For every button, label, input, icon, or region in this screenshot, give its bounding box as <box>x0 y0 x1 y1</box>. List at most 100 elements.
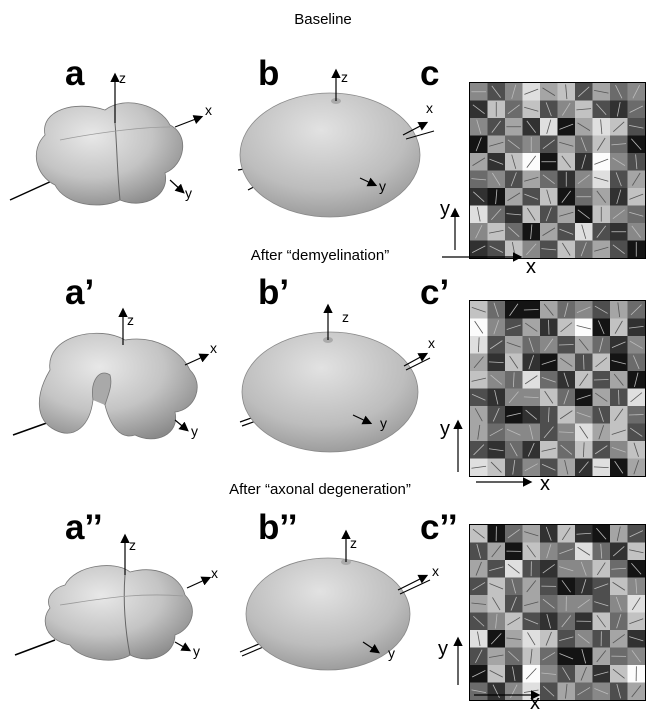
grid-orientation-line <box>472 157 486 166</box>
grid-orientation-line <box>489 566 504 572</box>
grid-orientation-line <box>594 158 609 165</box>
grid-orientation-line <box>471 670 486 678</box>
grid-orientation-line <box>616 614 622 629</box>
grid-orientation-line <box>493 302 499 317</box>
grid-orientation-line <box>524 531 539 537</box>
grid-orientation-line <box>583 354 585 370</box>
grid-orientation-line <box>612 209 625 219</box>
grid-orientation-line <box>511 84 517 99</box>
diffusion-surface-b-prime: z x y <box>239 303 435 453</box>
grid-orientation-line <box>593 89 609 94</box>
grid-orientation-line <box>629 105 644 113</box>
grid-orientation-line <box>598 407 604 422</box>
grid-orientation-line <box>577 209 590 219</box>
grid-orientation-line <box>580 666 587 681</box>
axis-label-y: y <box>379 178 386 194</box>
row-title-axonal-degeneration: After “axonal degeneration” <box>229 481 411 498</box>
grid-orientation-line <box>616 101 621 117</box>
grid-orientation-line <box>475 224 483 239</box>
grid-orientation-line <box>507 563 520 574</box>
grid-orientation-line <box>510 172 517 187</box>
grid-orientation-line <box>524 618 539 625</box>
grid-orientation-line <box>541 248 557 251</box>
grid-canvas <box>470 83 645 258</box>
grid-orientation-line <box>633 355 640 370</box>
grid-orientation-line <box>616 526 621 542</box>
grid-orientation-line <box>492 597 501 611</box>
grid-orientation-line <box>612 668 625 679</box>
grid-orientation-line <box>612 634 625 644</box>
grid-orientation-line <box>628 124 644 129</box>
grid-orientation-line <box>529 424 534 440</box>
panel-label-c-double-prime: c’’ <box>420 508 458 547</box>
grid-orientation-line <box>559 123 574 130</box>
grid-orientation-line <box>523 309 539 311</box>
grid-orientation-line <box>596 103 607 115</box>
grid-orientation-line <box>629 618 644 625</box>
grid-orientation-line <box>614 408 624 422</box>
grid-orientation-line <box>545 526 552 541</box>
grid-orientation-line <box>635 578 638 594</box>
grid-orientation-line <box>612 581 626 591</box>
grid-orientation-line <box>630 392 643 403</box>
grid-orientation-line <box>580 242 587 257</box>
grid-orientation-line <box>594 688 609 695</box>
grid-orientation-line <box>543 685 555 697</box>
grid-orientation-line <box>576 532 592 535</box>
grid-canvas <box>470 301 645 476</box>
grid-orientation-line <box>561 615 572 628</box>
grid-orientation-line <box>507 617 521 626</box>
grid-orientation-line <box>546 544 552 559</box>
grid-orientation-line <box>581 154 587 169</box>
panel-label-c-prime: c’ <box>420 273 450 312</box>
axis-label-z: z <box>119 70 126 86</box>
grid-orientation-line <box>580 561 587 576</box>
grid-orientation-line <box>594 671 609 677</box>
grid-orientation-line <box>615 84 623 99</box>
grid-orientation-line <box>564 459 569 475</box>
grid-orientation-line <box>617 302 621 318</box>
grid-orientation-line <box>616 684 622 699</box>
grid-orientation-line <box>492 407 500 422</box>
grid-orientation-line <box>525 409 538 420</box>
grid-orientation-line <box>488 229 504 234</box>
grid-orientation-line <box>542 139 555 149</box>
grid-orientation-line <box>600 119 603 135</box>
grid-orientation-line <box>544 390 554 404</box>
grid-orientation-line <box>581 224 587 239</box>
grid-orientation-line <box>524 106 539 112</box>
grid-orientation-line <box>576 108 592 111</box>
grid-canvas <box>470 525 645 700</box>
grid-orientation-line <box>492 684 500 699</box>
grid-orientation-line <box>559 357 573 367</box>
grid-orientation-line <box>528 355 535 370</box>
axis-label-x: x <box>432 563 439 579</box>
grid-orientation-line <box>578 86 590 97</box>
grid-orientation-line <box>631 138 642 150</box>
grid-orientation-line <box>543 426 554 439</box>
grid-orientation-line <box>494 389 499 405</box>
grid-orientation-line <box>491 545 502 558</box>
grid-orientation-line <box>507 139 520 149</box>
grid-orientation-line <box>577 174 590 184</box>
grid-orientation-line <box>629 636 644 642</box>
grid-orientation-line <box>611 143 627 146</box>
grid-orientation-line <box>559 653 574 660</box>
grid-orientation-line <box>511 154 517 169</box>
grid-orientation-line <box>611 567 627 570</box>
grid-axes-c-prime: y x <box>440 418 550 495</box>
axis-label-x: x <box>205 102 212 118</box>
grid-orientation-line <box>558 431 574 434</box>
grid-orientation-line <box>489 428 503 437</box>
grid-orientation-line <box>576 411 591 418</box>
grid-axis-label-y: y <box>440 418 450 440</box>
grid-orientation-line <box>596 527 607 540</box>
grid-orientation-line <box>613 373 624 386</box>
grid-orientation-line <box>490 374 503 385</box>
grid-orientation-line <box>508 391 519 404</box>
grid-orientation-line <box>612 244 625 254</box>
grid-orientation-line <box>615 596 622 611</box>
grid-orientation-line <box>477 424 481 440</box>
grid-orientation-line <box>474 408 483 422</box>
grid-orientation-line <box>471 689 487 694</box>
